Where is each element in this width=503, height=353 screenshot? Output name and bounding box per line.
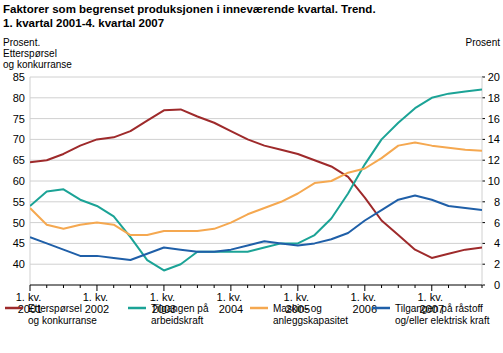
grid-line bbox=[30, 97, 482, 98]
y-axis-label: Etterspørsel bbox=[3, 48, 57, 59]
y2-tick-label: 2 bbox=[494, 258, 500, 270]
plot-lines bbox=[30, 89, 482, 270]
legend-swatch bbox=[128, 307, 146, 310]
y2-tick-label: 18 bbox=[488, 92, 500, 104]
y-tick-label: 65 bbox=[13, 154, 25, 166]
x-tick bbox=[381, 285, 382, 288]
x-tick-label: 1. kv. 2006 bbox=[351, 291, 380, 315]
chart: Faktorer som begrenset produksjonen i in… bbox=[0, 0, 503, 353]
x-tick bbox=[314, 285, 315, 288]
x-tick bbox=[130, 285, 131, 288]
y2-tick-label: 10 bbox=[488, 175, 500, 187]
y-tick-label: 60 bbox=[13, 175, 25, 187]
y-tick-label: 50 bbox=[13, 217, 25, 229]
x-tick bbox=[247, 285, 248, 288]
legend-swatch bbox=[250, 307, 268, 310]
x-axis-line bbox=[30, 285, 482, 286]
series-line bbox=[30, 196, 482, 260]
x-tick bbox=[264, 285, 265, 288]
legend-swatch bbox=[5, 307, 23, 310]
grid-line bbox=[30, 264, 482, 265]
title: Faktorer som begrenset produksjonen i in… bbox=[3, 3, 376, 15]
x-tick-label: 1. kv. 2002 bbox=[83, 291, 112, 315]
legend-swatch bbox=[372, 307, 390, 310]
x-tick bbox=[113, 285, 114, 288]
y-tick-label: 75 bbox=[13, 113, 25, 125]
x-tick-label: 1. kv. 2004 bbox=[217, 291, 246, 315]
legend-label: Tilgangen på råstoff og/eller elektrisk … bbox=[395, 303, 490, 326]
y2-tick-label: 4 bbox=[494, 237, 500, 249]
x-tick bbox=[63, 285, 64, 288]
grid-line bbox=[30, 77, 482, 78]
y2-tick-label: 20 bbox=[488, 71, 500, 83]
x-tick bbox=[398, 285, 399, 288]
y2-axis-label: Prosent bbox=[466, 37, 501, 48]
y2-tick-label: 16 bbox=[488, 113, 500, 125]
x-tick bbox=[46, 285, 47, 288]
grid-line bbox=[30, 118, 482, 119]
series-line bbox=[30, 109, 482, 258]
x-tick bbox=[331, 285, 332, 288]
grid-line bbox=[30, 181, 482, 182]
y-tick-label: 45 bbox=[13, 237, 25, 249]
x-tick bbox=[197, 285, 198, 288]
x-tick bbox=[281, 285, 282, 288]
x-tick bbox=[448, 285, 449, 288]
y-tick-label: 40 bbox=[13, 258, 25, 270]
y2-tick-label: 14 bbox=[488, 133, 500, 145]
y-axis-label: og konkurranse bbox=[3, 59, 72, 70]
x-tick bbox=[147, 285, 148, 288]
x-tick bbox=[415, 285, 416, 288]
y2-tick-label: 0 bbox=[494, 279, 500, 291]
y2-axis-line bbox=[482, 77, 483, 285]
legend-label: Tilgangen på arbeidskraft bbox=[151, 303, 211, 326]
y-tick-label: 85 bbox=[13, 71, 25, 83]
y-tick-label: 70 bbox=[13, 133, 25, 145]
legend-label: Maskin- og anleggskapasitet bbox=[273, 303, 348, 326]
series-line bbox=[30, 89, 482, 270]
y2-tick-label: 8 bbox=[494, 196, 500, 208]
grid-line bbox=[30, 160, 482, 161]
x-tick bbox=[80, 285, 81, 288]
y2-tick-label: 12 bbox=[488, 154, 500, 166]
x-tick bbox=[465, 285, 466, 288]
grid-line bbox=[30, 201, 482, 202]
x-tick bbox=[348, 285, 349, 288]
legend-label: Etterspørsel og konkurranse bbox=[28, 303, 97, 326]
subtitle: 1. kvartal 2001-4. kvartal 2007 bbox=[3, 17, 164, 29]
x-tick bbox=[482, 285, 483, 288]
y-axis-line bbox=[30, 77, 31, 285]
x-tick bbox=[180, 285, 181, 288]
y-tick-label: 55 bbox=[13, 196, 25, 208]
x-tick bbox=[214, 285, 215, 288]
y2-tick-label: 6 bbox=[494, 217, 500, 229]
y-axis-label: Prosent. bbox=[3, 37, 40, 48]
series-line bbox=[30, 143, 482, 236]
y-tick-label: 80 bbox=[13, 92, 25, 104]
